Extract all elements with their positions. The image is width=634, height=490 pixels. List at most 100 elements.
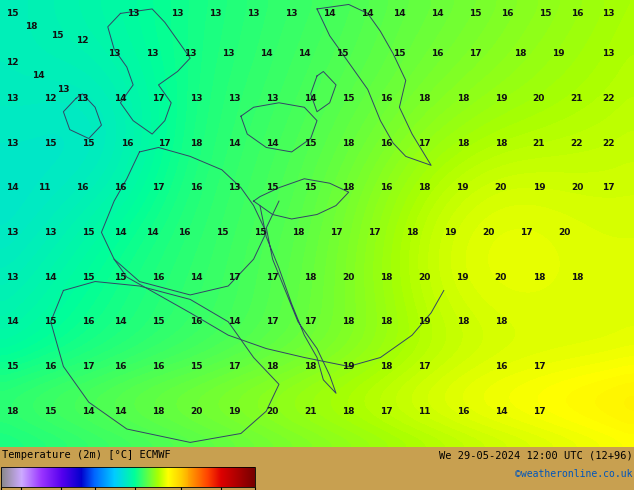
Text: 15: 15 (342, 94, 355, 103)
Text: 14: 14 (228, 139, 241, 147)
Text: 15: 15 (539, 9, 552, 18)
Text: 18: 18 (266, 362, 279, 371)
Text: 17: 17 (152, 94, 165, 103)
Text: 15: 15 (190, 362, 203, 371)
Text: 16: 16 (380, 183, 393, 192)
Text: 19: 19 (342, 362, 355, 371)
Text: 12: 12 (76, 36, 89, 45)
Text: 16: 16 (178, 228, 190, 237)
Text: 18: 18 (456, 317, 469, 326)
Text: 21: 21 (571, 94, 583, 103)
Text: 17: 17 (158, 139, 171, 147)
Text: 17: 17 (469, 49, 482, 58)
Text: 17: 17 (82, 362, 95, 371)
Text: 14: 14 (114, 317, 127, 326)
Text: 18: 18 (380, 272, 393, 282)
Text: 14: 14 (260, 49, 273, 58)
Text: 20: 20 (495, 272, 507, 282)
Text: 18: 18 (514, 49, 526, 58)
Text: 15: 15 (152, 317, 165, 326)
Text: 14: 14 (114, 407, 127, 416)
Text: 17: 17 (533, 362, 545, 371)
Text: 18: 18 (6, 407, 19, 416)
Text: 18: 18 (418, 183, 431, 192)
Text: 16: 16 (114, 362, 127, 371)
Text: 18: 18 (342, 183, 355, 192)
Text: 17: 17 (152, 183, 165, 192)
Text: 13: 13 (6, 228, 19, 237)
Text: 18: 18 (533, 272, 545, 282)
Text: 20: 20 (571, 183, 583, 192)
Text: 13: 13 (127, 9, 139, 18)
Text: 16: 16 (76, 183, 89, 192)
Text: 19: 19 (456, 183, 469, 192)
Text: 18: 18 (456, 139, 469, 147)
Text: 15: 15 (44, 317, 57, 326)
Text: 17: 17 (304, 317, 317, 326)
Text: 14: 14 (323, 9, 336, 18)
Text: 17: 17 (228, 362, 241, 371)
Text: 18: 18 (342, 317, 355, 326)
Text: 14: 14 (6, 183, 19, 192)
Text: 15: 15 (82, 139, 95, 147)
Text: 16: 16 (431, 49, 444, 58)
Text: 17: 17 (330, 228, 342, 237)
Text: 15: 15 (6, 362, 19, 371)
Text: 18: 18 (418, 94, 431, 103)
Text: 20: 20 (533, 94, 545, 103)
Text: 17: 17 (520, 228, 533, 237)
Text: 13: 13 (6, 272, 19, 282)
Text: 15: 15 (254, 228, 266, 237)
Text: 19: 19 (228, 407, 241, 416)
Text: 20: 20 (495, 183, 507, 192)
Text: 18: 18 (456, 94, 469, 103)
Text: 16: 16 (152, 362, 165, 371)
Text: 19: 19 (495, 94, 507, 103)
Text: 17: 17 (266, 317, 279, 326)
Text: 13: 13 (6, 139, 19, 147)
Text: 16: 16 (152, 272, 165, 282)
Text: 17: 17 (533, 407, 545, 416)
Text: 18: 18 (152, 407, 165, 416)
Text: 16: 16 (82, 317, 95, 326)
Text: 17: 17 (418, 362, 431, 371)
Text: 14: 14 (431, 9, 444, 18)
Text: 18: 18 (304, 362, 317, 371)
Text: 15: 15 (304, 139, 317, 147)
Text: 13: 13 (184, 49, 197, 58)
Text: 14: 14 (393, 9, 406, 18)
Text: 15: 15 (216, 228, 228, 237)
Text: 14: 14 (44, 272, 57, 282)
Text: 15: 15 (266, 183, 279, 192)
Text: 15: 15 (82, 272, 95, 282)
Text: 18: 18 (25, 23, 38, 31)
Text: 11: 11 (418, 407, 431, 416)
Text: 20: 20 (482, 228, 495, 237)
Text: 16: 16 (190, 183, 203, 192)
Text: 20: 20 (190, 407, 203, 416)
Text: 17: 17 (418, 139, 431, 147)
Text: 13: 13 (171, 9, 184, 18)
Text: 15: 15 (6, 9, 19, 18)
Text: 13: 13 (222, 49, 235, 58)
Text: 20: 20 (342, 272, 355, 282)
Text: 19: 19 (456, 272, 469, 282)
Text: 13: 13 (247, 9, 260, 18)
Text: 19: 19 (533, 183, 545, 192)
Text: 18: 18 (190, 139, 203, 147)
Text: We 29-05-2024 12:00 UTC (12+96): We 29-05-2024 12:00 UTC (12+96) (439, 450, 633, 460)
Text: 19: 19 (552, 49, 564, 58)
Text: 13: 13 (44, 228, 57, 237)
Text: 17: 17 (266, 272, 279, 282)
Text: 18: 18 (495, 139, 507, 147)
Text: 14: 14 (190, 272, 203, 282)
Text: 20: 20 (418, 272, 431, 282)
Text: 14: 14 (82, 407, 95, 416)
Text: 19: 19 (444, 228, 456, 237)
Text: 13: 13 (76, 94, 89, 103)
Text: 16: 16 (120, 139, 133, 147)
Text: 16: 16 (571, 9, 583, 18)
Text: 16: 16 (380, 94, 393, 103)
Text: 17: 17 (602, 183, 615, 192)
Text: 13: 13 (266, 94, 279, 103)
